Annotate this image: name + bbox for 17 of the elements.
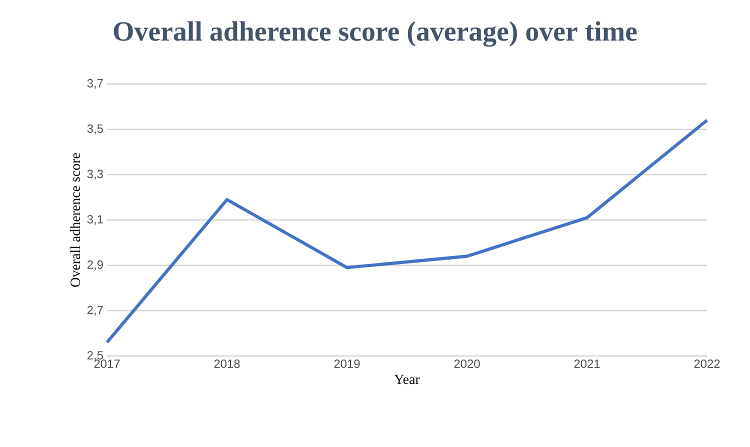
y-tick-label: 2,5 xyxy=(87,351,103,361)
x-tick-label: 2022 xyxy=(694,360,720,368)
chart-title: Overall adherence score (average) over time xyxy=(114,21,637,47)
x-tick-label: 2017 xyxy=(94,360,120,368)
y-tick-label: 2,9 xyxy=(87,260,103,270)
x-tick-label: 2019 xyxy=(334,360,360,368)
x-tick-label: 2021 xyxy=(574,360,600,368)
y-tick-label: 3,7 xyxy=(87,79,103,89)
x-tick-label: 2020 xyxy=(454,360,480,368)
line-series xyxy=(105,118,709,344)
x-axis-title: Year xyxy=(394,374,420,384)
y-tick-label: 3,1 xyxy=(87,215,103,225)
y-axis-title: Overall adherence score xyxy=(70,153,80,287)
x-tick-label: 2018 xyxy=(214,360,240,368)
y-tick-label: 3,5 xyxy=(87,124,103,134)
y-tick-label: 2,7 xyxy=(87,306,103,316)
y-tick-label: 3,3 xyxy=(87,170,103,180)
